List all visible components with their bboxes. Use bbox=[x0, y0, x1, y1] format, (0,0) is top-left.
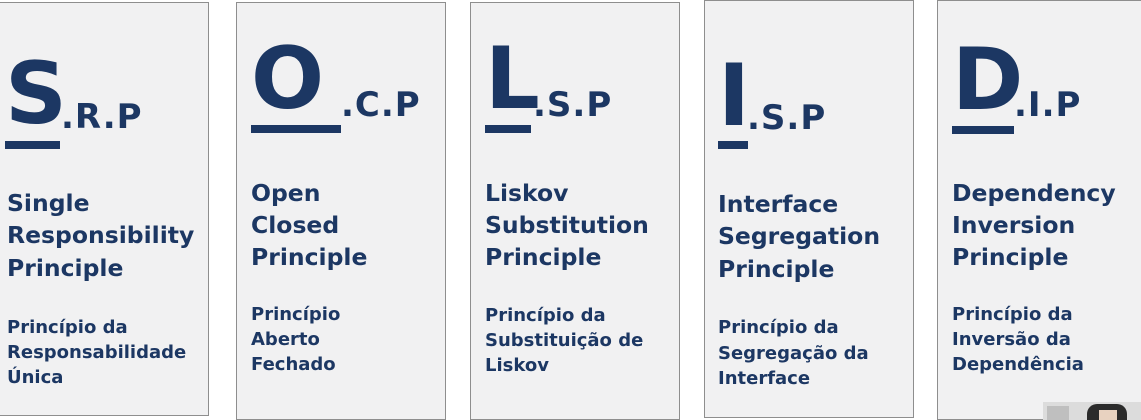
lsp-name-line-1: Liskov bbox=[485, 179, 569, 207]
ocp-letter: O bbox=[251, 29, 324, 129]
dip-name-line-1: Dependency bbox=[952, 179, 1116, 207]
ocp-name-line-3: Principle bbox=[251, 243, 368, 271]
srp-name-line-1: Single bbox=[7, 189, 90, 217]
webcam-thumbnail bbox=[1043, 402, 1141, 420]
lsp-acronym-rest: .S.P bbox=[533, 85, 613, 125]
isp-acronym-rest: .S.P bbox=[747, 98, 827, 138]
card-dip: D .I.P Dependency Inversion Principle Pr… bbox=[937, 0, 1141, 420]
srp-name-line-3: Principle bbox=[7, 254, 124, 282]
lsp-name-line-3: Principle bbox=[485, 243, 602, 271]
lsp-pt-line-2: Substituição de bbox=[485, 330, 644, 351]
srp-name-line-2: Responsibility bbox=[7, 221, 195, 249]
card-srp: S .R.P Single Responsibility Principle P… bbox=[0, 2, 209, 416]
dip-pt-line-2: Inversão da bbox=[952, 329, 1071, 350]
srp-pt-line-3: Única bbox=[7, 367, 64, 388]
srp-pt-line-2: Responsabilidade bbox=[7, 342, 187, 363]
srp-pt-line-1: Princípio da bbox=[7, 317, 128, 338]
srp-acronym-rest: .R.P bbox=[61, 97, 143, 137]
dip-name-line-2: Inversion bbox=[952, 211, 1076, 239]
dip-pt-line-1: Princípio da bbox=[952, 304, 1073, 325]
srp-letter: S bbox=[5, 44, 67, 144]
ocp-letter-underline bbox=[251, 125, 341, 133]
ocp-name-line-2: Closed bbox=[251, 211, 340, 239]
isp-pt-line-2: Segregação da bbox=[718, 343, 869, 364]
card-isp: I .S.P Interface Segregation Principle P… bbox=[704, 0, 914, 418]
card-lsp: L .S.P Liskov Substitution Principle Pri… bbox=[470, 2, 680, 420]
ocp-pt-line-3: Fechado bbox=[251, 354, 336, 375]
lsp-pt-line-3: Liskov bbox=[485, 355, 549, 376]
lsp-name-line-2: Substitution bbox=[485, 211, 649, 239]
dip-name-line-3: Principle bbox=[952, 243, 1069, 271]
lsp-letter: L bbox=[485, 29, 540, 129]
isp-pt-line-1: Princípio da bbox=[718, 317, 839, 338]
ocp-pt-line-1: Princípio bbox=[251, 304, 341, 325]
dip-acronym-rest: .I.P bbox=[1014, 85, 1082, 125]
isp-letter: I bbox=[718, 46, 750, 146]
isp-pt-line-3: Interface bbox=[718, 368, 811, 389]
lsp-letter-underline bbox=[485, 125, 531, 133]
isp-letter-underline bbox=[718, 141, 748, 149]
srp-letter-underline bbox=[5, 141, 60, 149]
ocp-name-line-1: Open bbox=[251, 179, 321, 207]
ocp-acronym-rest: .C.P bbox=[341, 85, 421, 125]
card-ocp: O .C.P Open Closed Principle Princípio A… bbox=[236, 2, 446, 420]
lsp-pt-line-1: Princípio da bbox=[485, 305, 606, 326]
ocp-pt-line-2: Aberto bbox=[251, 329, 320, 350]
isp-name-line-2: Segregation bbox=[718, 222, 881, 250]
isp-name-line-3: Principle bbox=[718, 255, 835, 283]
dip-letter-underline bbox=[952, 126, 1014, 134]
dip-letter: D bbox=[952, 30, 1023, 130]
dip-pt-line-3: Dependência bbox=[952, 354, 1084, 375]
isp-name-line-1: Interface bbox=[718, 190, 839, 218]
